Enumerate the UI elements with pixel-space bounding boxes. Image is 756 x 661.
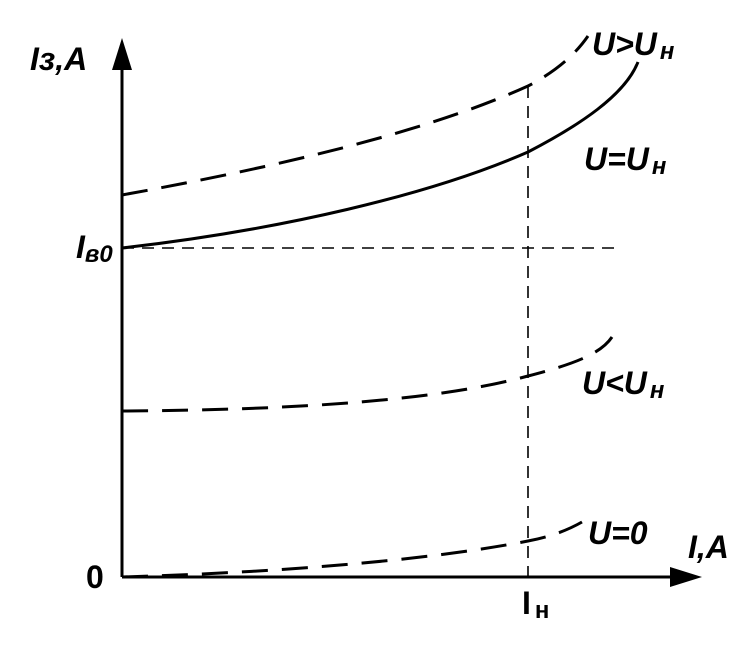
curve-u-less-un bbox=[121, 336, 614, 413]
label-u-greater-un: U>U н bbox=[592, 26, 675, 65]
origin-label: 0 bbox=[86, 559, 104, 595]
label-u-less-un: U<U н bbox=[582, 365, 665, 404]
label-u-greater-un-sub: н bbox=[660, 38, 675, 65]
label-u-equal-un-main: U=U bbox=[584, 141, 650, 177]
in-label-main: I bbox=[522, 585, 531, 621]
iv0-label-main: I bbox=[76, 229, 86, 265]
curve-u-equal-un bbox=[121, 61, 640, 250]
x-axis-label: I,A bbox=[688, 529, 729, 565]
label-u-equal-un: U=U н bbox=[584, 141, 667, 180]
curve-u-zero bbox=[121, 520, 583, 579]
label-u-greater-un-main: U>U bbox=[592, 26, 658, 62]
curve-u-greater-un bbox=[121, 35, 590, 197]
label-u-less-un-main: U<U bbox=[582, 365, 648, 401]
iv0-label-sub: в0 bbox=[85, 241, 113, 268]
iv0-label: Iв0 bbox=[76, 229, 113, 268]
x-axis-arrow bbox=[670, 567, 702, 587]
label-u-less-un-sub: н bbox=[650, 377, 665, 404]
y-axis-arrow bbox=[112, 38, 132, 70]
label-u-zero: U=0 bbox=[588, 515, 648, 551]
y-axis-label: Iз,A bbox=[30, 41, 87, 77]
label-u-equal-un-sub: н bbox=[652, 153, 667, 180]
in-label-sub: н bbox=[535, 597, 550, 624]
